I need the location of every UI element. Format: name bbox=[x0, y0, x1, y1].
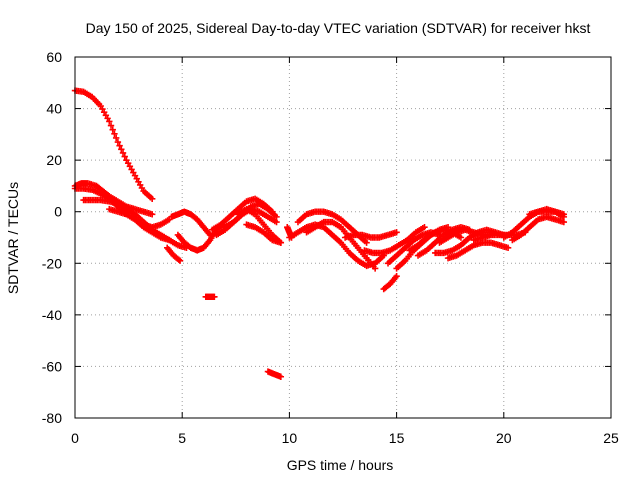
y-tick-label: -60 bbox=[42, 358, 62, 374]
series-arc-15 bbox=[264, 368, 285, 380]
data-point bbox=[111, 130, 118, 138]
y-tick-label: 40 bbox=[46, 101, 62, 117]
x-tick-label: 10 bbox=[282, 430, 298, 446]
data-point bbox=[504, 244, 512, 252]
y-tick-label: 20 bbox=[46, 152, 62, 168]
data-point bbox=[371, 265, 379, 272]
series-arc-7 bbox=[168, 208, 214, 239]
x-tick-label: 5 bbox=[178, 430, 186, 446]
series-arc-4 bbox=[80, 196, 190, 252]
data-point bbox=[148, 211, 156, 218]
chart-title: Day 150 of 2025, Sidereal Day-to-day VTE… bbox=[86, 20, 591, 36]
x-tick-label: 15 bbox=[389, 430, 405, 446]
data-point bbox=[106, 118, 113, 125]
series-arc-33 bbox=[526, 208, 568, 218]
data-point bbox=[560, 211, 568, 218]
series-arc-9 bbox=[202, 293, 218, 301]
y-tick-label: 60 bbox=[46, 49, 62, 65]
x-tick-label: 0 bbox=[71, 430, 79, 446]
data-point bbox=[118, 146, 125, 153]
data-point bbox=[116, 142, 123, 149]
data-point bbox=[121, 153, 128, 160]
plot-frame bbox=[74, 56, 612, 419]
data-point bbox=[277, 239, 285, 246]
series-arc-18 bbox=[294, 208, 370, 246]
y-tick-labels: -80 -60 -40 -20 0 20 40 60 bbox=[42, 49, 62, 426]
grid bbox=[75, 57, 611, 418]
data-point bbox=[107, 122, 115, 129]
data-point bbox=[175, 256, 182, 263]
data-point bbox=[148, 195, 156, 203]
series-arc-29 bbox=[444, 239, 512, 262]
series-arc-5 bbox=[106, 205, 173, 244]
y-tick-label: 0 bbox=[54, 204, 62, 220]
data-point bbox=[176, 257, 184, 264]
y-tick-label: -20 bbox=[42, 255, 62, 271]
series-arc-20 bbox=[341, 229, 400, 241]
y-tick-label: -80 bbox=[42, 410, 62, 426]
data-point bbox=[166, 236, 173, 244]
data-point bbox=[112, 134, 120, 142]
data-points bbox=[71, 87, 568, 380]
series-arc-28 bbox=[431, 226, 507, 257]
series-arc-14 bbox=[243, 221, 285, 246]
data-point bbox=[119, 149, 127, 157]
data-point bbox=[457, 234, 465, 241]
axis-ticks bbox=[74, 56, 612, 419]
x-axis-label: GPS time / hours bbox=[287, 457, 394, 473]
data-point bbox=[393, 272, 400, 280]
data-point bbox=[211, 293, 218, 301]
x-tick-label: 20 bbox=[496, 430, 512, 446]
series-arc-1 bbox=[71, 87, 156, 203]
data-point bbox=[393, 229, 400, 236]
data-point bbox=[421, 223, 428, 231]
data-point bbox=[277, 373, 285, 380]
data-point bbox=[363, 239, 370, 246]
data-point bbox=[109, 126, 116, 133]
y-axis-label: SDTVAR / TECUs bbox=[5, 182, 21, 294]
series-arc-32 bbox=[509, 213, 568, 244]
x-tick-label: 25 bbox=[603, 430, 619, 446]
data-point bbox=[273, 218, 280, 226]
series-arc-6 bbox=[163, 244, 184, 264]
x-tick-labels: 0 5 10 15 20 25 bbox=[71, 430, 619, 446]
series-arc-21 bbox=[361, 223, 428, 257]
y-tick-label: -40 bbox=[42, 307, 62, 323]
data-point bbox=[560, 218, 568, 226]
series-arc-22 bbox=[380, 272, 400, 293]
data-point bbox=[114, 138, 122, 146]
